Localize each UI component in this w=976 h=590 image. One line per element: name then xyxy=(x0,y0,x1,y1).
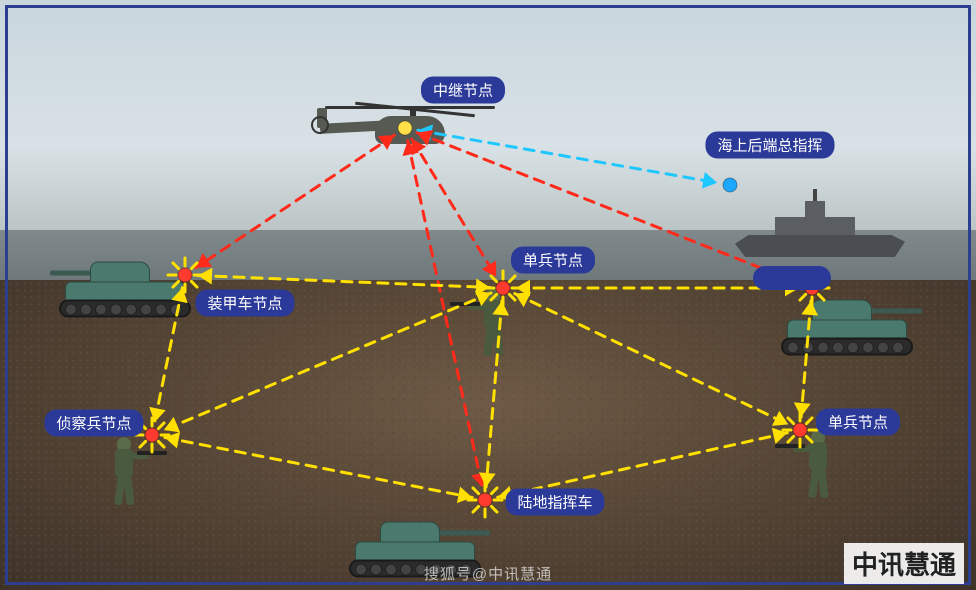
watermark-logo: 中讯慧通 xyxy=(844,543,964,584)
label-cmd: 陆地指挥车 xyxy=(505,489,604,516)
label-recon: 侦察兵节点 xyxy=(44,410,143,437)
diagram-stage: 中继节点海上后端总指挥装甲车节点单兵节点侦察兵节点单兵节点陆地指挥车 中讯慧通 … xyxy=(0,0,976,590)
label-soldierC: 单兵节点 xyxy=(511,247,595,274)
label-armor: 装甲车节点 xyxy=(195,290,294,317)
pill-tankR xyxy=(753,266,831,290)
watermark-source: 搜狐号@中讯慧通 xyxy=(424,563,552,584)
label-relay: 中继节点 xyxy=(421,77,505,104)
label-sea: 海上后端总指挥 xyxy=(705,132,834,159)
label-soldierR: 单兵节点 xyxy=(816,409,900,436)
